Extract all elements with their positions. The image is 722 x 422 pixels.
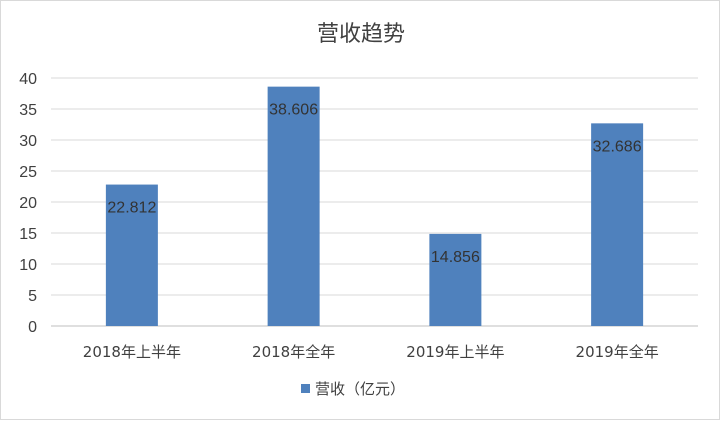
y-tick-label: 15 bbox=[19, 226, 37, 243]
chart-title: 营收趋势 bbox=[317, 22, 405, 47]
legend-label: 营收（亿元） bbox=[315, 380, 405, 398]
data-label: 38.606 bbox=[269, 102, 318, 119]
y-tick-label: 30 bbox=[19, 133, 37, 150]
y-tick-label: 10 bbox=[19, 257, 37, 274]
y-tick-label: 5 bbox=[28, 288, 37, 305]
y-tick-label: 25 bbox=[19, 164, 37, 181]
data-labels: 22.812 38.606 14.856 32.686 bbox=[107, 102, 641, 266]
legend: 营收（亿元） bbox=[301, 380, 405, 398]
y-axis-ticks: 0 5 10 15 20 25 30 35 40 bbox=[19, 71, 37, 336]
data-label: 22.812 bbox=[107, 200, 156, 217]
y-tick-label: 35 bbox=[19, 102, 37, 119]
x-category-label: 2018年上半年 bbox=[83, 343, 181, 361]
x-category-label: 2019年全年 bbox=[576, 343, 659, 361]
y-tick-label: 40 bbox=[19, 71, 37, 88]
data-label: 14.856 bbox=[431, 249, 480, 266]
bars bbox=[105, 86, 644, 327]
x-category-label: 2018年全年 bbox=[252, 343, 335, 361]
bar bbox=[105, 184, 158, 326]
bar bbox=[591, 123, 644, 326]
gridlines bbox=[51, 77, 698, 327]
y-tick-label: 0 bbox=[28, 319, 37, 336]
x-axis-categories: 2018年上半年 2018年全年 2019年上半年 2019年全年 bbox=[83, 343, 659, 361]
y-tick-label: 20 bbox=[19, 195, 37, 212]
legend-swatch bbox=[301, 384, 310, 393]
bar bbox=[267, 86, 320, 327]
x-category-label: 2019年上半年 bbox=[406, 343, 504, 361]
data-label: 32.686 bbox=[593, 138, 642, 155]
bar bbox=[429, 233, 482, 326]
